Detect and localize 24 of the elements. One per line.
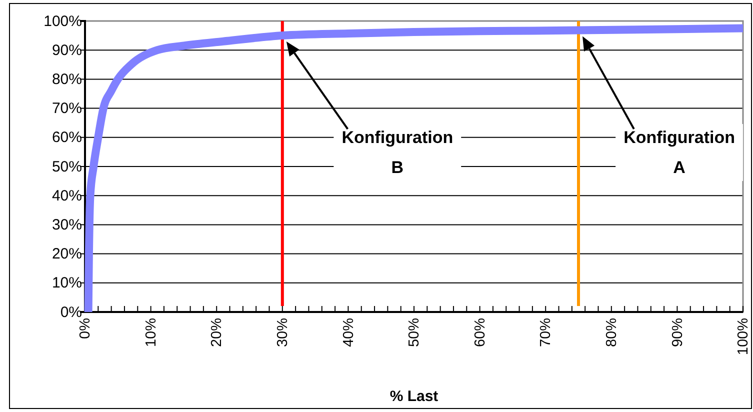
y-tick-label: 10% xyxy=(52,274,82,292)
x-tick-label: 80% xyxy=(604,318,620,348)
x-axis-title: % Last xyxy=(390,388,438,405)
x-tick-label: 10% xyxy=(143,318,160,348)
x-tick-label: 60% xyxy=(472,318,488,348)
y-tick-label: 20% xyxy=(52,246,82,263)
y-tick-label: 60% xyxy=(52,129,82,146)
x-tick-label: 70% xyxy=(538,318,554,348)
y-tick-label: 30% xyxy=(52,216,82,234)
annotation: Konfiguration B xyxy=(342,128,454,177)
x-tick-label: 20% xyxy=(209,318,226,348)
y-tick-label: 50% xyxy=(52,158,82,176)
x-tick-label: 90% xyxy=(670,318,686,348)
annotation: Konfiguration A xyxy=(624,128,735,177)
y-tick-label: 80% xyxy=(52,71,82,88)
y-tick-label: 0% xyxy=(60,304,82,321)
x-tick-label: 100% xyxy=(736,318,752,356)
y-tick-label: 90% xyxy=(52,42,82,59)
y-tick-label: 40% xyxy=(52,187,82,204)
x-tick-label: 40% xyxy=(340,318,357,348)
y-tick-label: 70% xyxy=(52,100,82,118)
x-tick-label: 30% xyxy=(275,318,292,348)
x-tick-label: 50% xyxy=(406,318,423,348)
y-tick-label: 100% xyxy=(44,12,82,30)
